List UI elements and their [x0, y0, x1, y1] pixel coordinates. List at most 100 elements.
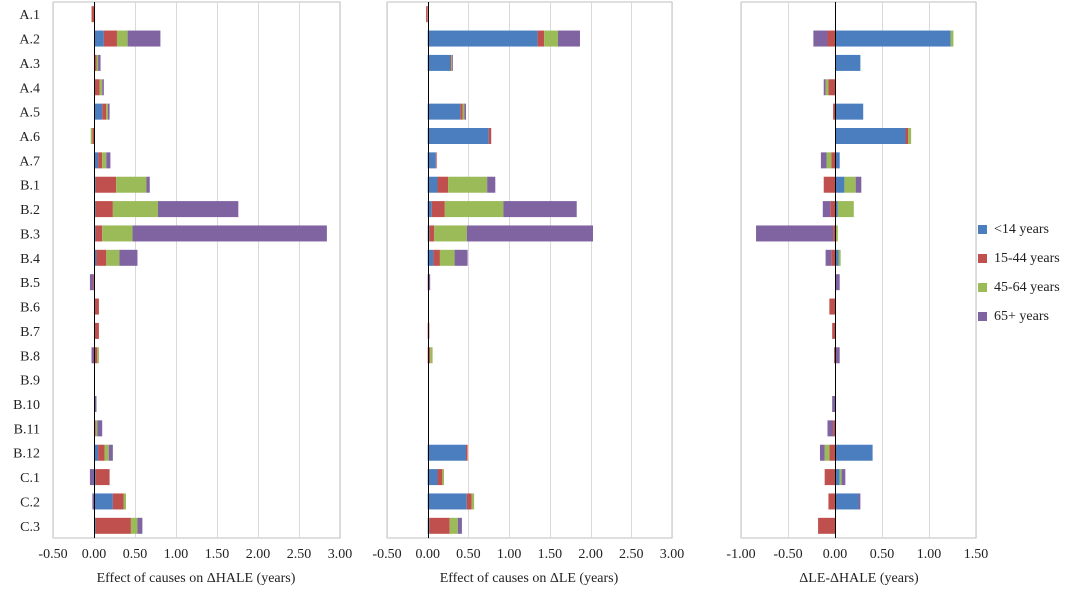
- panel-1-bar-c-2--14-years: [94, 493, 113, 510]
- panel-2-bar-a-5-45-64-years: [462, 103, 465, 120]
- panel-3-bar-b-5-65-years: [835, 274, 840, 291]
- panel-2-bar-a-3--14-years: [427, 54, 451, 71]
- panel-3-bar-a-2--14-years: [835, 30, 951, 47]
- panel-3-bar-b-4--14-years: [835, 249, 839, 266]
- category-label-c-1: C.1: [20, 471, 40, 486]
- panel-3-bar-b-10-65-years: [832, 396, 835, 412]
- category-label-b-6: B.6: [20, 301, 40, 316]
- panel-1-bar-b-5-15-44-years: [93, 274, 94, 291]
- legend-swatch-45-64: [978, 283, 987, 292]
- panel-1-bar-b-5-65-years: [89, 274, 94, 291]
- panel-2-bar-b-3-65-years: [466, 225, 594, 242]
- panel-1-bar-b-1-45-64-years: [116, 176, 147, 193]
- panel-3-bar-b-2-15-44-years: [830, 201, 835, 218]
- legend-item-45-64: 45-64 years: [978, 273, 1060, 302]
- panel-3-bar-c-1-15-44-years: [824, 469, 835, 486]
- legend-label-under-14: <14 years: [994, 221, 1049, 237]
- category-label-c-2: C.2: [20, 495, 40, 510]
- panel-2-bar-a-1-15-44-years: [426, 6, 428, 23]
- panel-3-bar-b-8-15-44-years: [834, 347, 835, 364]
- category-label-b-9: B.9: [20, 374, 40, 389]
- panel-2-bar-c-2--14-years: [427, 493, 467, 510]
- panel-2-bar-b-8-45-64-years: [430, 347, 433, 364]
- panel-2-x-tick-label-0-50: 0.50: [456, 547, 481, 562]
- panel-3-bar-c-2--14-years: [835, 493, 859, 510]
- panel-1-bar-a-4-65-years: [102, 79, 104, 96]
- category-label-b-7: B.7: [20, 325, 40, 340]
- panel-3-bar-b-4-15-44-years: [831, 249, 835, 266]
- panel-1-x-tick-label-2-00: 2.00: [246, 547, 271, 562]
- panel-1-bar-a-4-45-64-years: [99, 79, 103, 96]
- panel-1-bar-a-7-45-64-years: [102, 152, 107, 169]
- category-label-a-5: A.5: [19, 106, 40, 121]
- panel-1-bar-b-4-65-years: [119, 249, 138, 266]
- panel-2-bar-a-5-15-44-years: [460, 103, 463, 120]
- category-label-b-2: B.2: [20, 203, 40, 218]
- panel-2-bar-b-3-45-64-years: [434, 225, 467, 242]
- panel-1-bar-c-2-15-44-years: [112, 493, 124, 510]
- panel-3-bar-b-3-45-64-years: [835, 225, 838, 242]
- panel-3-bar-b-11-65-years: [827, 420, 834, 437]
- panel-2-bar-c-3-15-44-years: [429, 517, 450, 534]
- legend-label-45-64: 45-64 years: [994, 279, 1060, 295]
- category-label-b-5: B.5: [20, 276, 40, 291]
- panel-2-bar-a-5--14-years: [427, 103, 461, 120]
- category-label-b-3: B.3: [20, 227, 40, 242]
- category-label-a-7: A.7: [19, 154, 40, 169]
- panel-1-bar-b-12-45-64-years: [104, 444, 109, 461]
- panel-1-bar-b-2-45-64-years: [112, 201, 158, 218]
- legend-label-65-plus: 65+ years: [994, 308, 1049, 324]
- panel-2-x-tick-label--0-50: -0.50: [372, 547, 401, 562]
- panel-1-bar-b-12--14-years: [94, 444, 99, 461]
- panel-3-x-tick-label-1-00: 1.00: [917, 547, 942, 562]
- panel-3-x-axis-title: ΔLE-ΔHALE (years): [799, 571, 919, 586]
- category-label-b-10: B.10: [13, 398, 40, 413]
- panel-2-bar-b-2--14-years: [427, 201, 432, 218]
- panel-1-bar-c-3-65-years: [137, 517, 143, 534]
- panel-2-bar-c-1--14-years: [427, 469, 438, 486]
- panel-2-bar-b-2-45-64-years: [444, 201, 504, 218]
- panel-1-bar-a-3-65-years: [98, 54, 101, 71]
- panel-1-bar-b-2-15-44-years: [95, 201, 113, 218]
- panel-1: -0.50 0.00 0.50 1.00 1.50 2.00 2.50 3.00 A.1 A.2 A…: [13, 1, 352, 586]
- panel-1-bar-a-7--14-years: [94, 152, 99, 169]
- panel-3-bar-b-1-15-44-years: [823, 176, 835, 193]
- panel-1-bar-a-5--14-years: [94, 103, 103, 120]
- panel-1-x-tick-label-1-00: 1.00: [164, 547, 189, 562]
- panel-2-bar-b-12-15-44-years: [465, 444, 468, 461]
- category-label-b-1: B.1: [20, 179, 40, 194]
- panel-2-x-tick-label-1-50: 1.50: [538, 547, 563, 562]
- panel-1-bar-b-3-15-44-years: [95, 225, 103, 242]
- panel-2-bar-b-12--14-years: [427, 444, 466, 461]
- panel-3-bar-c-1-45-64-years: [839, 469, 842, 486]
- panel-1-bar-b-4--14-years: [94, 249, 97, 266]
- panel-2-x-tick-label-0-00: 0.00: [415, 547, 440, 562]
- panel-1-bar-a-6-45-64-years: [90, 128, 93, 144]
- panel-3-bar-a-3--14-years: [835, 54, 861, 71]
- panel-3-bar-a-4-45-64-years: [825, 79, 829, 96]
- panel-2-bar-a-7-15-44-years: [435, 152, 437, 169]
- panel-3-bar-a-7-15-44-years: [831, 152, 835, 169]
- panel-3-bar-b-2-45-64-years: [837, 201, 854, 218]
- category-label-a-4: A.4: [19, 81, 40, 96]
- panel-2-bar-b-2-15-44-years: [431, 201, 445, 218]
- legend-item-65-plus: 65+ years: [978, 302, 1060, 331]
- panel-2-bar-c-3-65-years: [457, 517, 462, 534]
- panel-3-bar-a-7--14-years: [835, 152, 840, 169]
- legend-item-under-14: <14 years: [978, 215, 1060, 244]
- panel-2-bar-b-2-65-years: [503, 201, 577, 218]
- panel-3-x-tick-label-0-50: 0.50: [870, 547, 895, 562]
- panel-2-bar-b-5-65-years: [428, 274, 431, 291]
- panel-3-bar-c-1-65-years: [841, 469, 846, 486]
- panel-3-bar-b-12-65-years: [819, 444, 825, 461]
- panel-2-bar-b-1-15-44-years: [437, 176, 449, 193]
- panel-1-bar-b-11-65-years: [97, 420, 103, 437]
- panel-1-bar-b-2-65-years: [157, 201, 239, 218]
- category-label-b-12: B.12: [13, 447, 40, 462]
- category-label-a-1: A.1: [19, 8, 40, 23]
- panel-2-bar-c-1-15-44-years: [437, 469, 443, 486]
- panel-3-bar-b-3-65-years: [756, 225, 834, 242]
- panel-2-x-axis-title: Effect of causes on ΔLE (years): [440, 571, 619, 586]
- legend-label-15-44: 15-44 years: [994, 250, 1060, 266]
- panel-2-bar-b-1-65-years: [487, 176, 496, 193]
